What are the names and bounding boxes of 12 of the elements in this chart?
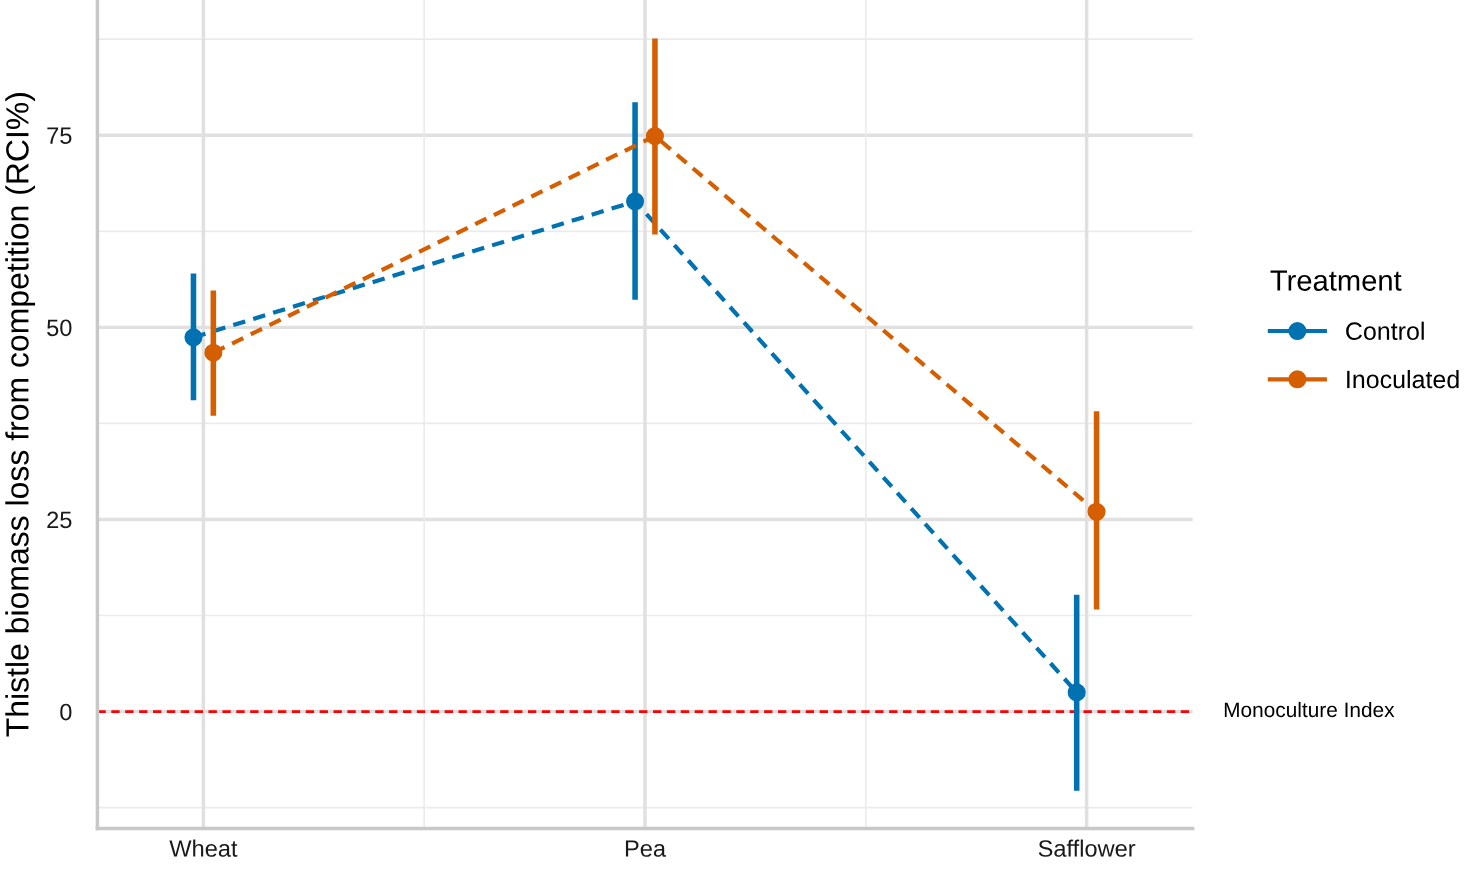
x-tick-label: Wheat xyxy=(169,839,238,857)
y-tick-label: 25 xyxy=(47,511,72,529)
legend-title: Treatment xyxy=(1270,270,1402,291)
ref-line-label: Monoculture Index xyxy=(1224,701,1395,718)
legend-label: Inoculated xyxy=(1347,369,1459,389)
x-tick-label: Pea xyxy=(625,840,667,857)
y-axis-title: Thistle biomass loss from competition (RCI%) xyxy=(5,93,36,737)
y-tick-label: 75 xyxy=(47,127,72,145)
y-tick-label: 0 xyxy=(60,703,72,721)
x-tick-label: Safflower xyxy=(1038,839,1136,857)
y-tick-label: 50 xyxy=(47,319,72,337)
legend-label: Control xyxy=(1346,321,1424,341)
